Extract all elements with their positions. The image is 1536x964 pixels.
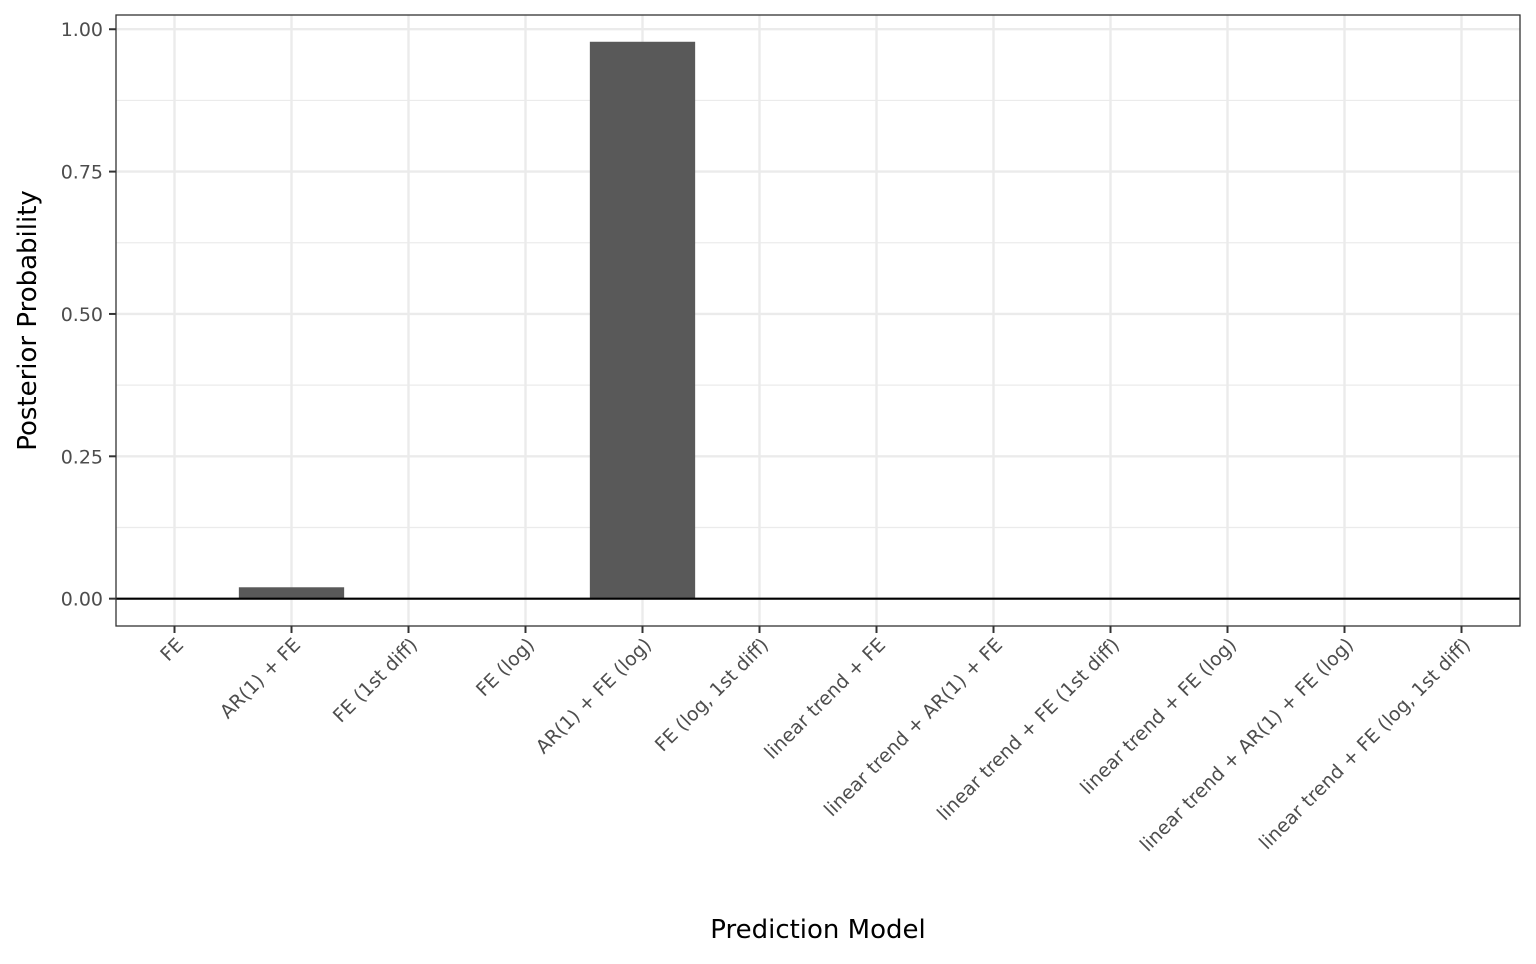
x-tick-label: AR(1) + FE (log) <box>532 634 656 758</box>
y-tick-label: 0.50 <box>61 304 103 326</box>
x-tick-label: FE (1st diff) <box>329 634 422 727</box>
x-axis-ticks: FE AR(1) + FE FE (1st diff) FE (log)AR(1) +… <box>156 626 1475 856</box>
y-tick-label: 0.00 <box>61 589 103 611</box>
x-tick-label: FE (log) <box>472 634 539 701</box>
bar <box>589 41 696 599</box>
y-tick-label: 0.25 <box>61 446 103 468</box>
y-tick-label: 0.75 <box>61 162 103 184</box>
x-tick-label: linear trend + AR(1) + FE (log) <box>1136 634 1358 856</box>
bars <box>238 41 696 599</box>
x-tick-label: FE <box>156 634 188 666</box>
x-axis-title: Prediction Model <box>710 915 926 945</box>
x-tick-label: FE (log, 1st diff) <box>651 634 773 756</box>
x-tick-label: AR(1) + FE <box>216 634 305 723</box>
y-axis-ticks: 0.00 0.25 0.50 0.75 1.00 <box>61 19 116 611</box>
y-tick-label: 1.00 <box>61 19 103 41</box>
panel-border <box>115 14 1521 627</box>
bar <box>238 587 345 599</box>
x-tick-label: linear trend + FE <box>760 634 890 764</box>
grid-lines <box>116 15 1520 626</box>
x-tick-label: linear trend + FE (log, 1st diff) <box>1255 634 1475 854</box>
y-axis-title: Posterior Probability <box>13 190 43 451</box>
